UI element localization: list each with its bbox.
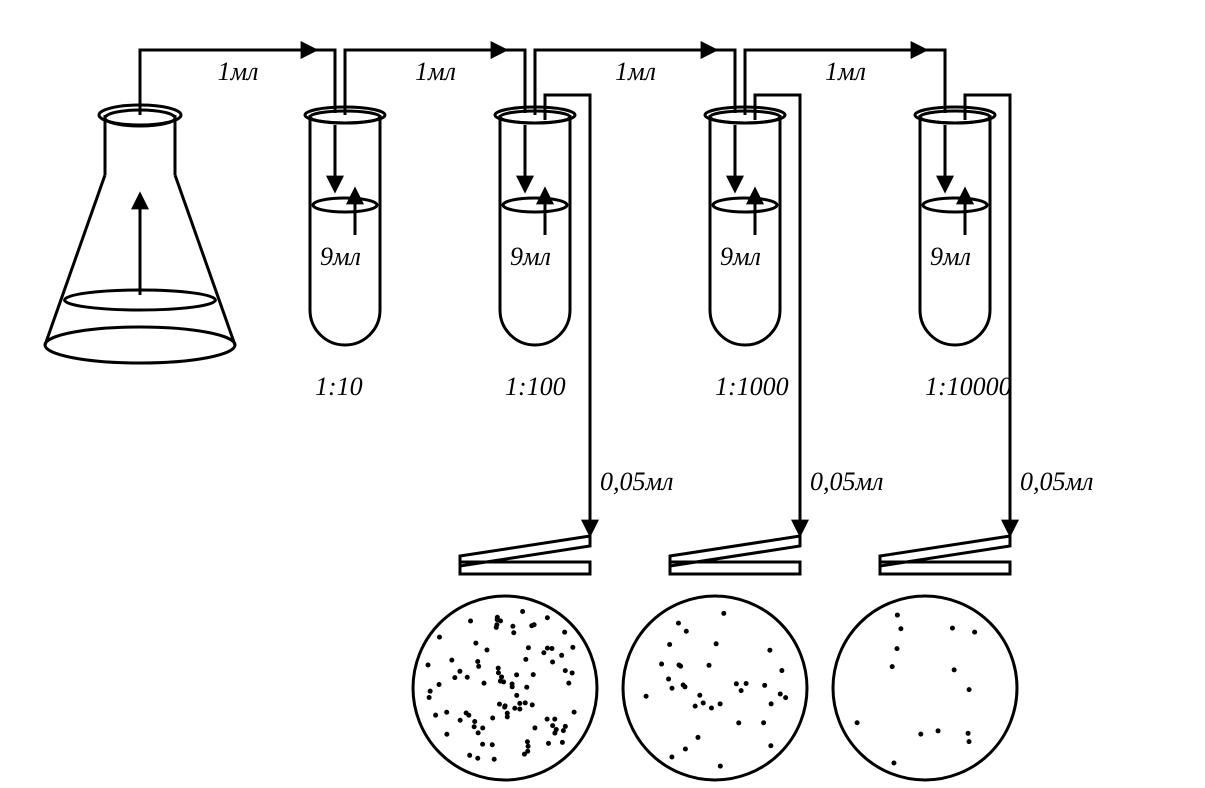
ratio-label: 1:10000 (925, 372, 1012, 401)
svg-text:9мл: 9мл (720, 242, 761, 271)
ratio-label: 1:100 (505, 372, 566, 401)
plate-volume-label: 0,05мл (600, 467, 673, 496)
svg-text:9мл: 9мл (320, 242, 361, 271)
plate-volume-label: 0,05мл (1020, 467, 1093, 496)
ratio-label: 1:10 (315, 372, 363, 401)
transfer-label: 1мл (218, 57, 259, 86)
svg-text:9мл: 9мл (930, 242, 971, 271)
transfer-label: 1мл (825, 57, 866, 86)
svg-text:9мл: 9мл (510, 242, 551, 271)
plate-volume-label: 0,05мл (810, 467, 883, 496)
transfer-label: 1мл (615, 57, 656, 86)
ratio-label: 1:1000 (715, 372, 789, 401)
transfer-label: 1мл (415, 57, 456, 86)
